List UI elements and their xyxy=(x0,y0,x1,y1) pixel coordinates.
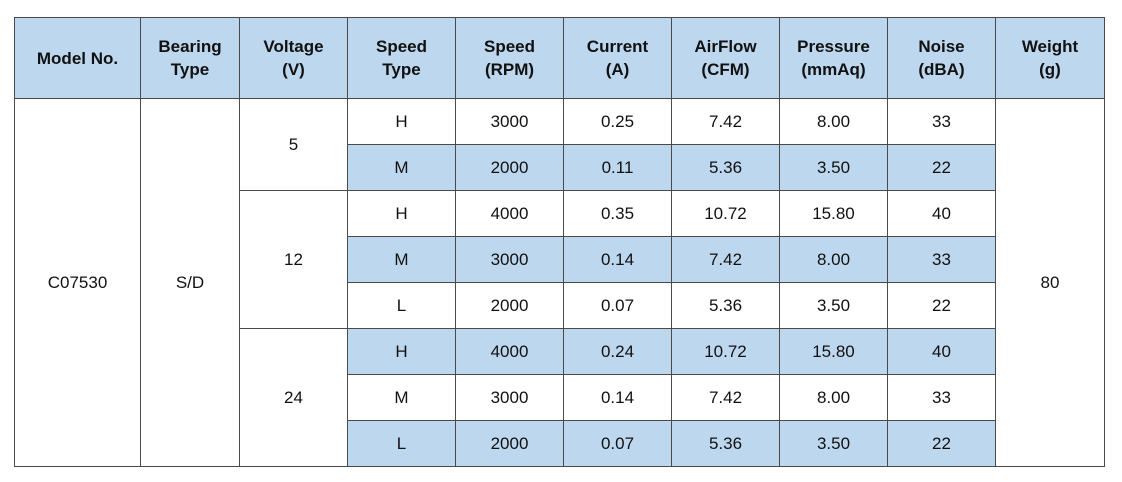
model-no-cell: C07530 xyxy=(14,98,141,467)
speed-type-cell: M xyxy=(347,236,456,283)
header-airflow: AirFlow (CFM) xyxy=(671,17,780,99)
rpm-cell: 4000 xyxy=(455,190,564,237)
speed-type-cell: H xyxy=(347,328,456,375)
header-row: Model No. Bearing Type Voltage (V) Speed Ty… xyxy=(14,17,1105,99)
pressure-cell: 15.80 xyxy=(779,328,888,375)
header-speed-type: Speed Type xyxy=(347,17,456,99)
rpm-cell: 2000 xyxy=(455,144,564,191)
table-row: C07530 S/D 5 H 3000 0.25 7.42 8.00 33 80 xyxy=(14,98,1105,467)
pressure-cell: 3.50 xyxy=(779,282,888,329)
table-row: L 2000 0.07 5.36 3.50 22 xyxy=(15,420,1105,467)
airflow-cell: 10.72 xyxy=(671,328,780,375)
noise-cell: 33 xyxy=(887,374,996,421)
rpm-cell: 2000 xyxy=(455,282,564,329)
voltage-cell: 5 xyxy=(239,98,348,191)
header-weight: Weight (g) xyxy=(995,17,1105,99)
current-cell: 0.14 xyxy=(563,374,672,421)
noise-cell: 22 xyxy=(887,282,996,329)
table-body: C07530 S/D 5 H 3000 0.25 7.42 8.00 33 80 M 2000 0.11… xyxy=(14,98,1105,467)
header-bearing-type: Bearing Type xyxy=(140,17,240,99)
table-row: M 2000 0.11 5.36 3.50 22 xyxy=(15,144,1105,191)
header-speed-rpm: Speed (RPM) xyxy=(455,17,564,99)
table-row: M 3000 0.14 7.42 8.00 33 xyxy=(15,236,1105,283)
rpm-cell: 3000 xyxy=(455,236,564,283)
speed-type-cell: L xyxy=(347,420,456,467)
pressure-cell: 8.00 xyxy=(779,98,888,145)
rpm-cell: 3000 xyxy=(455,374,564,421)
spec-table-container: Model No. Bearing Type Voltage (V) Speed Ty… xyxy=(14,17,1105,467)
header-noise: Noise (dBA) xyxy=(887,17,996,99)
table-row: 12 H 4000 0.35 10.72 15.80 40 xyxy=(15,190,1105,329)
current-cell: 0.35 xyxy=(563,190,672,237)
voltage-cell: 12 xyxy=(239,190,348,329)
table-row: 24 H 4000 0.24 10.72 15.80 40 xyxy=(15,328,1105,467)
speed-type-cell: H xyxy=(347,98,456,145)
fan-spec-table: Model No. Bearing Type Voltage (V) Speed Ty… xyxy=(14,17,1105,467)
pressure-cell: 3.50 xyxy=(779,144,888,191)
header-current: Current (A) xyxy=(563,17,672,99)
table-row: M 3000 0.14 7.42 8.00 33 xyxy=(15,374,1105,421)
current-cell: 0.07 xyxy=(563,420,672,467)
rpm-cell: 2000 xyxy=(455,420,564,467)
voltage-cell: 24 xyxy=(239,328,348,467)
speed-type-cell: M xyxy=(347,374,456,421)
current-cell: 0.14 xyxy=(563,236,672,283)
airflow-cell: 5.36 xyxy=(671,282,780,329)
pressure-cell: 8.00 xyxy=(779,236,888,283)
header-voltage: Voltage (V) xyxy=(239,17,348,99)
noise-cell: 40 xyxy=(887,190,996,237)
pressure-cell: 3.50 xyxy=(779,420,888,467)
speed-type-cell: L xyxy=(347,282,456,329)
airflow-cell: 5.36 xyxy=(671,420,780,467)
header-model-no: Model No. xyxy=(14,17,141,99)
pressure-cell: 15.80 xyxy=(779,190,888,237)
airflow-cell: 7.42 xyxy=(671,236,780,283)
airflow-cell: 7.42 xyxy=(671,374,780,421)
table-row: L 2000 0.07 5.36 3.50 22 xyxy=(15,282,1105,329)
noise-cell: 22 xyxy=(887,144,996,191)
airflow-cell: 10.72 xyxy=(671,190,780,237)
rpm-cell: 4000 xyxy=(455,328,564,375)
noise-cell: 40 xyxy=(887,328,996,375)
current-cell: 0.25 xyxy=(563,98,672,145)
noise-cell: 33 xyxy=(887,98,996,145)
current-cell: 0.07 xyxy=(563,282,672,329)
airflow-cell: 7.42 xyxy=(671,98,780,145)
speed-type-cell: H xyxy=(347,190,456,237)
current-cell: 0.24 xyxy=(563,328,672,375)
airflow-cell: 5.36 xyxy=(671,144,780,191)
current-cell: 0.11 xyxy=(563,144,672,191)
noise-cell: 33 xyxy=(887,236,996,283)
noise-cell: 22 xyxy=(887,420,996,467)
bearing-type-cell: S/D xyxy=(140,98,240,467)
speed-type-cell: M xyxy=(347,144,456,191)
rpm-cell: 3000 xyxy=(455,98,564,145)
weight-cell: 80 xyxy=(995,98,1105,467)
pressure-cell: 8.00 xyxy=(779,374,888,421)
header-pressure: Pressure (mmAq) xyxy=(779,17,888,99)
